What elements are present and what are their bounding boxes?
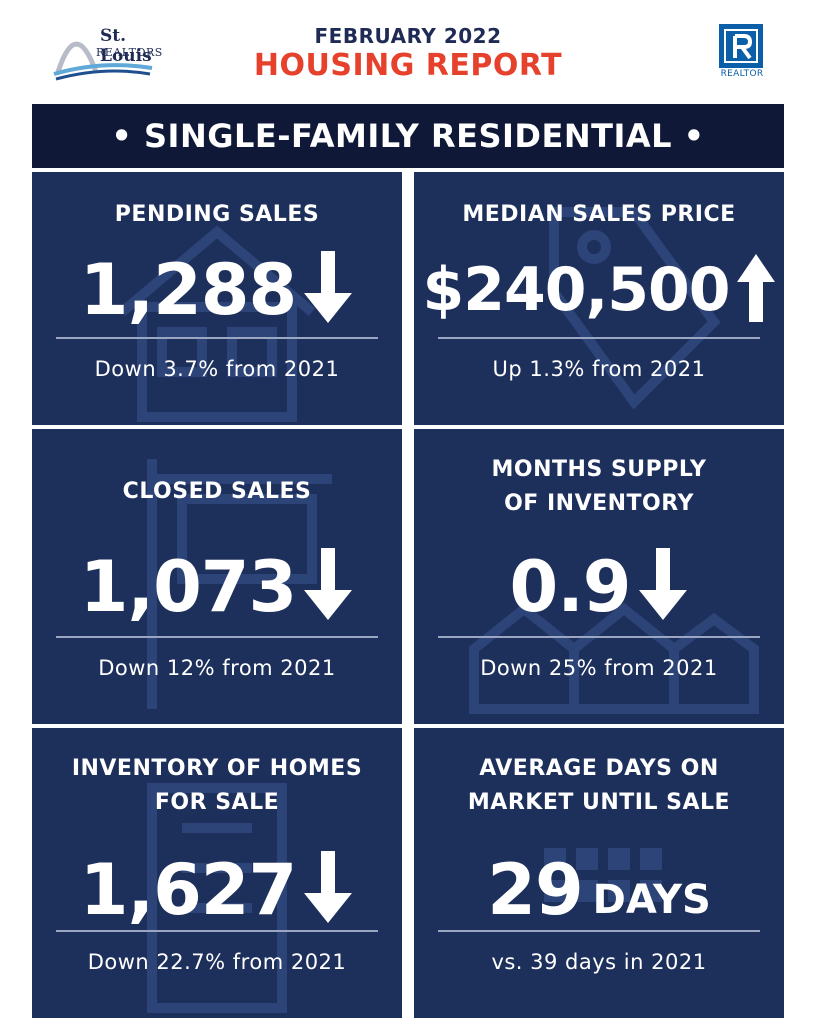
divider [438,337,760,339]
house-icon [32,172,402,425]
down-arrow-icon [302,851,354,929]
stat-label-line-1: MONTHS SUPPLY [491,457,707,482]
price-tag-icon [414,172,784,425]
realtor-logo: REALTOR [716,24,768,82]
stat-tile: AVERAGE DAYS ON MARKET UNTIL SALE 29 DAYS vs… [414,728,784,1018]
stat-change: Down 12% from 2021 [98,656,336,680]
down-arrow-icon [302,251,354,329]
stat-label-line-2: MARKET UNTIL SALE [467,790,731,815]
stat-change: vs. 39 days in 2021 [491,950,707,974]
stat-label-line-2: OF INVENTORY [504,491,694,516]
up-arrow-icon [736,254,776,326]
stat-label: MONTHS SUPPLY OF INVENTORY [414,453,784,521]
report-title: HOUSING REPORT [253,48,563,83]
stat-label: MEDIAN SALES PRICE [414,198,784,232]
divider [438,930,760,932]
stat-label-line-1: INVENTORY OF HOMES [71,756,363,781]
stat-label-line-1: PENDING SALES [114,202,320,227]
stat-label-line-1: MEDIAN SALES PRICE [462,202,736,227]
report-header: St. Louis REALTORS FEBRUARY 2022 HOUSING… [0,0,816,104]
stat-tile: PENDING SALES 1,288 Down 3.7% from 2021 [32,172,402,425]
stat-change: Down 25% from 2021 [480,656,718,680]
down-arrow-icon [637,548,689,626]
stat-change: Down 22.7% from 2021 [87,950,347,974]
stat-unit: DAYS [592,877,711,923]
down-arrow-icon [302,548,354,626]
logo-line-1: St. Louis [100,26,152,66]
stat-value: 1,627 [79,849,297,931]
stat-value: 29 [487,849,583,931]
divider [56,337,378,339]
report-month: FEBRUARY 2022 [314,24,502,48]
stat-value: $240,500 [422,255,730,325]
divider [56,636,378,638]
stat-label-line-1: AVERAGE DAYS ON [479,756,719,781]
stat-label-line-2: FOR SALE [154,790,280,815]
stat-value: 1,073 [79,546,297,628]
divider [438,636,760,638]
calendar-icon [414,728,784,1018]
stat-tile: INVENTORY OF HOMES FOR SALE 1,627 Down 22.7… [32,728,402,1018]
stat-label: PENDING SALES [32,198,402,232]
stat-label-line-1: CLOSED SALES [122,479,312,504]
section-banner: • SINGLE-FAMILY RESIDENTIAL • [32,104,784,168]
divider [56,930,378,932]
sold-sign-icon [32,429,402,724]
houses-icon [414,429,784,724]
stat-tile: MEDIAN SALES PRICE $240,500 Up 1.3% from 2… [414,172,784,425]
stat-change: Down 3.7% from 2021 [94,357,340,381]
realtor-r-icon [719,24,763,68]
realtor-logo-text: REALTOR [720,69,764,79]
stat-tile: CLOSED SALES 1,073 Down 12% from 2021 [32,429,402,724]
report-grid: • SINGLE-FAMILY RESIDENTIAL • PENDING SA… [32,104,784,1018]
stat-value: 0.9 [509,546,631,628]
stat-tile: MONTHS SUPPLY OF INVENTORY 0.9 Down 25% fro… [414,429,784,724]
stat-change: Up 1.3% from 2021 [492,357,706,381]
logo-line-2: REALTORS [96,46,163,59]
arch-icon [53,41,153,81]
building-icon [32,728,402,1018]
stat-label: INVENTORY OF HOMES FOR SALE [32,752,402,820]
stat-label: AVERAGE DAYS ON MARKET UNTIL SALE [414,752,784,820]
st-louis-realtors-logo: St. Louis REALTORS [52,22,182,82]
stat-value: 1,288 [79,249,297,331]
stat-label: CLOSED SALES [32,475,402,509]
